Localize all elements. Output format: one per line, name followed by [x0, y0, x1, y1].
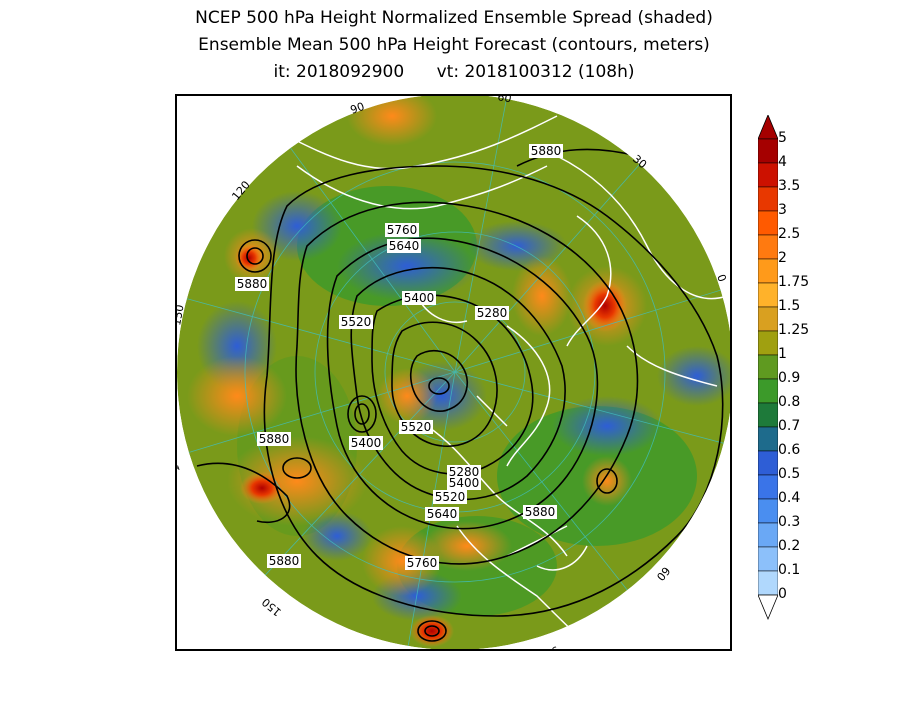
contour-label: 5520 [435, 490, 466, 504]
colorbar-swatch [758, 426, 778, 452]
colorbar-swatch [758, 258, 778, 284]
colorbar-tick-label: 3.5 [778, 178, 801, 194]
colorbar-tick-label: 0.8 [778, 394, 801, 410]
colorbar-swatch [758, 330, 778, 356]
contour-label: 5640 [389, 239, 420, 253]
contour-label: 5880 [237, 277, 268, 291]
lon-label: 90 [349, 100, 367, 117]
colorbar-swatch [758, 402, 778, 428]
lon-label: 90 [543, 643, 561, 651]
colorbar-tick-label: 1.5 [778, 298, 801, 314]
colorbar-swatch [758, 498, 778, 524]
colorbar-tick-label: 0.1 [778, 562, 801, 578]
lon-label: 0 [714, 273, 729, 284]
colorbar-tick-label: 3 [778, 202, 787, 218]
contour-label: 5520 [341, 315, 372, 329]
colorbar-swatch [758, 450, 778, 476]
colorbar-swatch [758, 474, 778, 500]
colorbar-tick-label: 0.5 [778, 466, 801, 482]
colorbar-tick-label: 1 [778, 346, 787, 362]
colorbar-swatch [758, 186, 778, 212]
contour-label: 5520 [401, 420, 432, 434]
contour-label: 5880 [269, 554, 300, 568]
colorbar-swatch [758, 354, 778, 380]
colorbar-swatch [758, 570, 778, 596]
colorbar-swatch [758, 138, 778, 164]
contour-label: 5280 [449, 465, 480, 479]
lon-label: 60 [654, 564, 673, 583]
contour-label: 5400 [351, 436, 382, 450]
lon-label: 60 [496, 96, 512, 105]
colorbar-top-arrow [758, 115, 778, 140]
colorbar-tick-label: 0.4 [778, 490, 801, 506]
lon-label: 150 [177, 304, 187, 327]
colorbar-bottom-arrow [758, 594, 778, 621]
colorbar-swatch [758, 306, 778, 332]
colorbar-swatch [758, 378, 778, 404]
contour-label: 5760 [387, 223, 418, 237]
colorbar-tick-label: 1.75 [778, 274, 810, 290]
contour-label: 5880 [259, 432, 290, 446]
colorbar-swatch [758, 210, 778, 236]
colorbar-tick-label: 5 [778, 130, 787, 146]
map-frame: 5880 5760 5640 5400 5520 5280 5880 5400 … [175, 94, 732, 651]
colorbar-tick-label: 2 [778, 250, 787, 266]
title-line-3: it: 2018092900 vt: 2018100312 (108h) [273, 62, 635, 82]
contour-label: 5640 [427, 507, 458, 521]
colorbar-tick-label: 4 [778, 154, 787, 170]
colorbar [758, 115, 778, 621]
colorbar-tick-label: 0.3 [778, 514, 801, 530]
colorbar-tick-label: 0.7 [778, 418, 801, 434]
lon-label: 30 [728, 420, 732, 436]
title-line-1: NCEP 500 hPa Height Normalized Ensemble … [195, 8, 713, 28]
colorbar-tick-label: 0.2 [778, 538, 801, 554]
contour-label: 5400 [404, 291, 435, 305]
colorbar-tick-label: 1.25 [778, 322, 810, 338]
lon-label: 180 [177, 450, 183, 474]
contour-label: 5880 [531, 144, 562, 158]
contour-label: 5400 [449, 476, 480, 490]
colorbar-tick-label: 2.5 [778, 226, 801, 242]
title-line-2: Ensemble Mean 500 hPa Height Forecast (c… [198, 35, 710, 55]
colorbar-swatch [758, 282, 778, 308]
colorbar-swatch [758, 546, 778, 572]
colorbar-tick-label: 0.9 [778, 370, 801, 386]
colorbar-tick-label: 0 [778, 586, 787, 602]
spread-shading: 5880 5760 5640 5400 5520 5280 5880 5400 … [177, 96, 730, 649]
height-contours [196, 148, 724, 642]
lon-label: 150 [259, 595, 283, 618]
contour-label: 5760 [407, 556, 438, 570]
contour-label: 5880 [525, 505, 556, 519]
polar-map: 5880 5760 5640 5400 5520 5280 5880 5400 … [177, 96, 732, 651]
colorbar-swatch [758, 234, 778, 260]
colorbar-swatch [758, 162, 778, 188]
colorbar-tick-label: 0.6 [778, 442, 801, 458]
colorbar-swatch [758, 522, 778, 548]
contour-label-group: 5880 5760 5640 5400 5520 5280 5880 5400 … [235, 144, 563, 570]
contour-label: 5280 [477, 306, 508, 320]
